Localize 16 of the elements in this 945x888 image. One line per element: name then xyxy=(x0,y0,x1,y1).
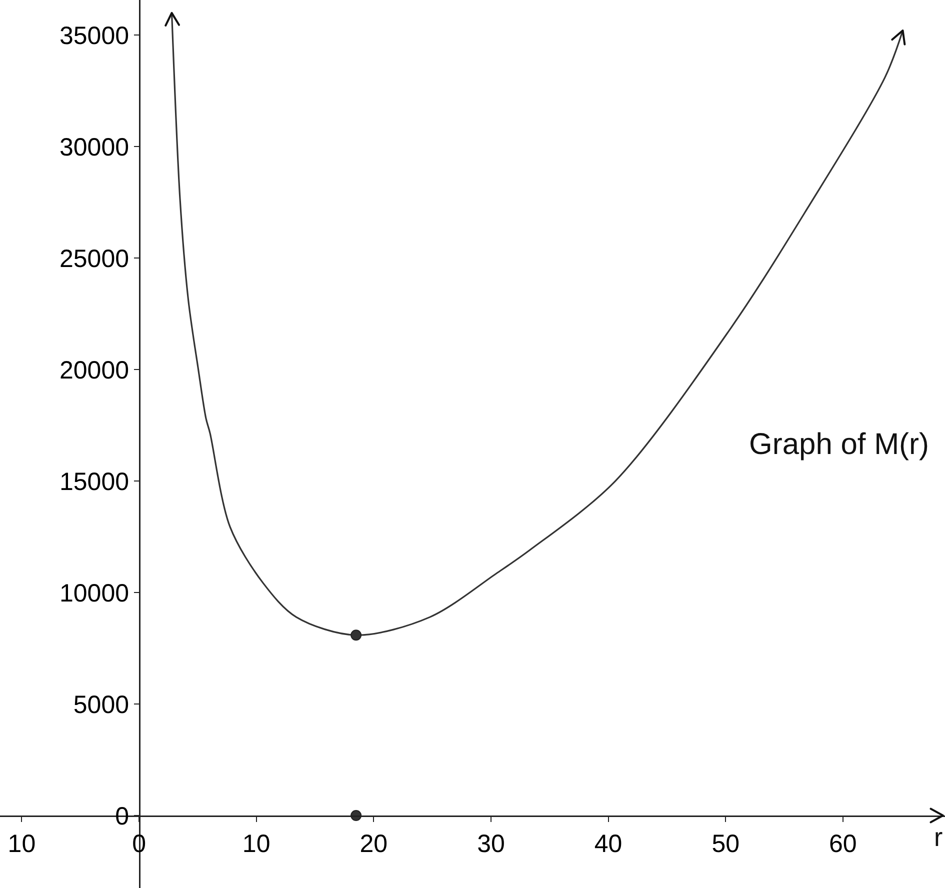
x-tick-label: 40 xyxy=(594,830,622,858)
x-tick-label: 30 xyxy=(477,830,505,858)
y-tick-label: 35000 xyxy=(59,22,130,50)
x-tick-label: 20 xyxy=(360,830,388,858)
annotation: Graph of M(r) xyxy=(749,428,930,461)
y-tick-label: 10000 xyxy=(59,579,130,608)
x-tick-label: 10 xyxy=(242,830,270,858)
y-tick-label: 30000 xyxy=(59,133,130,162)
y-tick-label: 20000 xyxy=(59,356,130,384)
y-tick-label: 5000 xyxy=(73,690,130,719)
x-axis-title: r xyxy=(934,822,943,852)
y-tick-label: 25000 xyxy=(59,244,130,273)
y-tick-label: 15000 xyxy=(59,468,130,496)
x-tick-label: 60 xyxy=(829,830,857,858)
x-tick-label: 10 xyxy=(8,830,36,858)
x-tick-label: 50 xyxy=(712,830,740,858)
